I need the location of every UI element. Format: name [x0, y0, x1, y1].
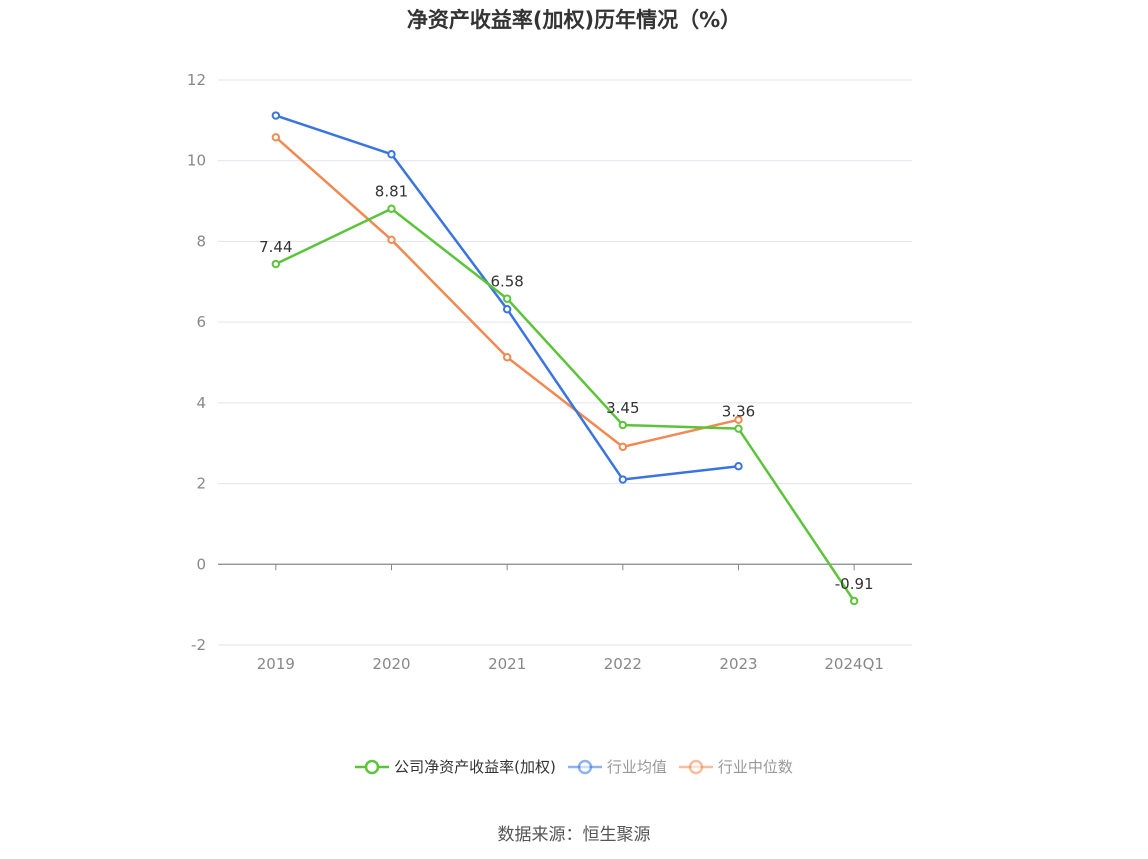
- x-tick-label: 2020: [372, 655, 410, 673]
- data-point: [502, 305, 512, 314]
- series-layer: [271, 111, 859, 606]
- data-point: [387, 150, 396, 159]
- x-tick-label: 2022: [604, 655, 642, 673]
- y-tick-label: 2: [196, 475, 206, 493]
- data-labels: 7.44 8.81 6.58 3.45 3.36 -0.91: [259, 183, 873, 593]
- x-tick-label: 2019: [257, 655, 295, 673]
- data-point: [387, 235, 396, 245]
- data-point: [271, 133, 281, 142]
- y-tick-label: 6: [196, 313, 206, 331]
- legend-marker-icon: [567, 759, 602, 774]
- data-point: [387, 204, 396, 213]
- legend-label: 行业均值: [606, 758, 667, 776]
- data-label: 8.81: [375, 183, 408, 201]
- x-tick-label: 2024Q1: [824, 655, 884, 673]
- x-tick-label: 2021: [488, 655, 526, 673]
- legend-marker-icon: [678, 759, 713, 774]
- x-tick-label: 2023: [719, 655, 757, 673]
- data-point: [502, 353, 512, 362]
- x-axis: 2019 2020 2021 2022 2023 2024Q1: [218, 563, 912, 673]
- y-tick-label: 12: [187, 71, 206, 89]
- data-point: [618, 442, 628, 452]
- data-label: 3.36: [722, 403, 755, 421]
- legend-item[interactable]: 行业中位数: [678, 756, 793, 777]
- data-point: [734, 462, 743, 471]
- y-tick-label: 4: [196, 394, 206, 412]
- legend: 公司净资产收益率(加权) 行业均值 行业中位数: [0, 756, 1148, 779]
- legend-item[interactable]: 公司净资产收益率(加权): [355, 756, 556, 777]
- data-label: 3.45: [606, 399, 639, 417]
- legend-item[interactable]: 行业均值: [567, 756, 667, 777]
- y-axis: -2 0 2 4 6 8 10 12: [187, 71, 206, 654]
- data-point: [734, 415, 743, 425]
- data-point: [618, 420, 628, 430]
- legend-label: 公司净资产收益率(加权): [394, 758, 556, 776]
- data-label: 6.58: [490, 273, 523, 291]
- legend-marker-icon: [355, 759, 390, 774]
- data-point: [618, 475, 628, 484]
- data-point: [502, 294, 512, 303]
- y-tick-label: 8: [196, 232, 206, 250]
- y-tick-label: 0: [196, 555, 206, 573]
- y-tick-label: -2: [191, 636, 206, 654]
- data-label: -0.91: [835, 575, 874, 593]
- source-note: 数据来源：恒生聚源: [497, 825, 651, 845]
- chart-title: 净资产收益率(加权)历年情况（%）: [406, 8, 742, 32]
- data-point: [271, 259, 281, 269]
- data-point: [271, 111, 281, 120]
- series-line-2: [275, 136, 739, 449]
- series-line-0: [275, 207, 856, 602]
- y-tick-label: 10: [187, 152, 206, 170]
- data-point: [734, 424, 743, 433]
- data-label: 7.44: [259, 238, 292, 256]
- legend-label: 行业中位数: [717, 758, 793, 776]
- data-point: [849, 596, 859, 606]
